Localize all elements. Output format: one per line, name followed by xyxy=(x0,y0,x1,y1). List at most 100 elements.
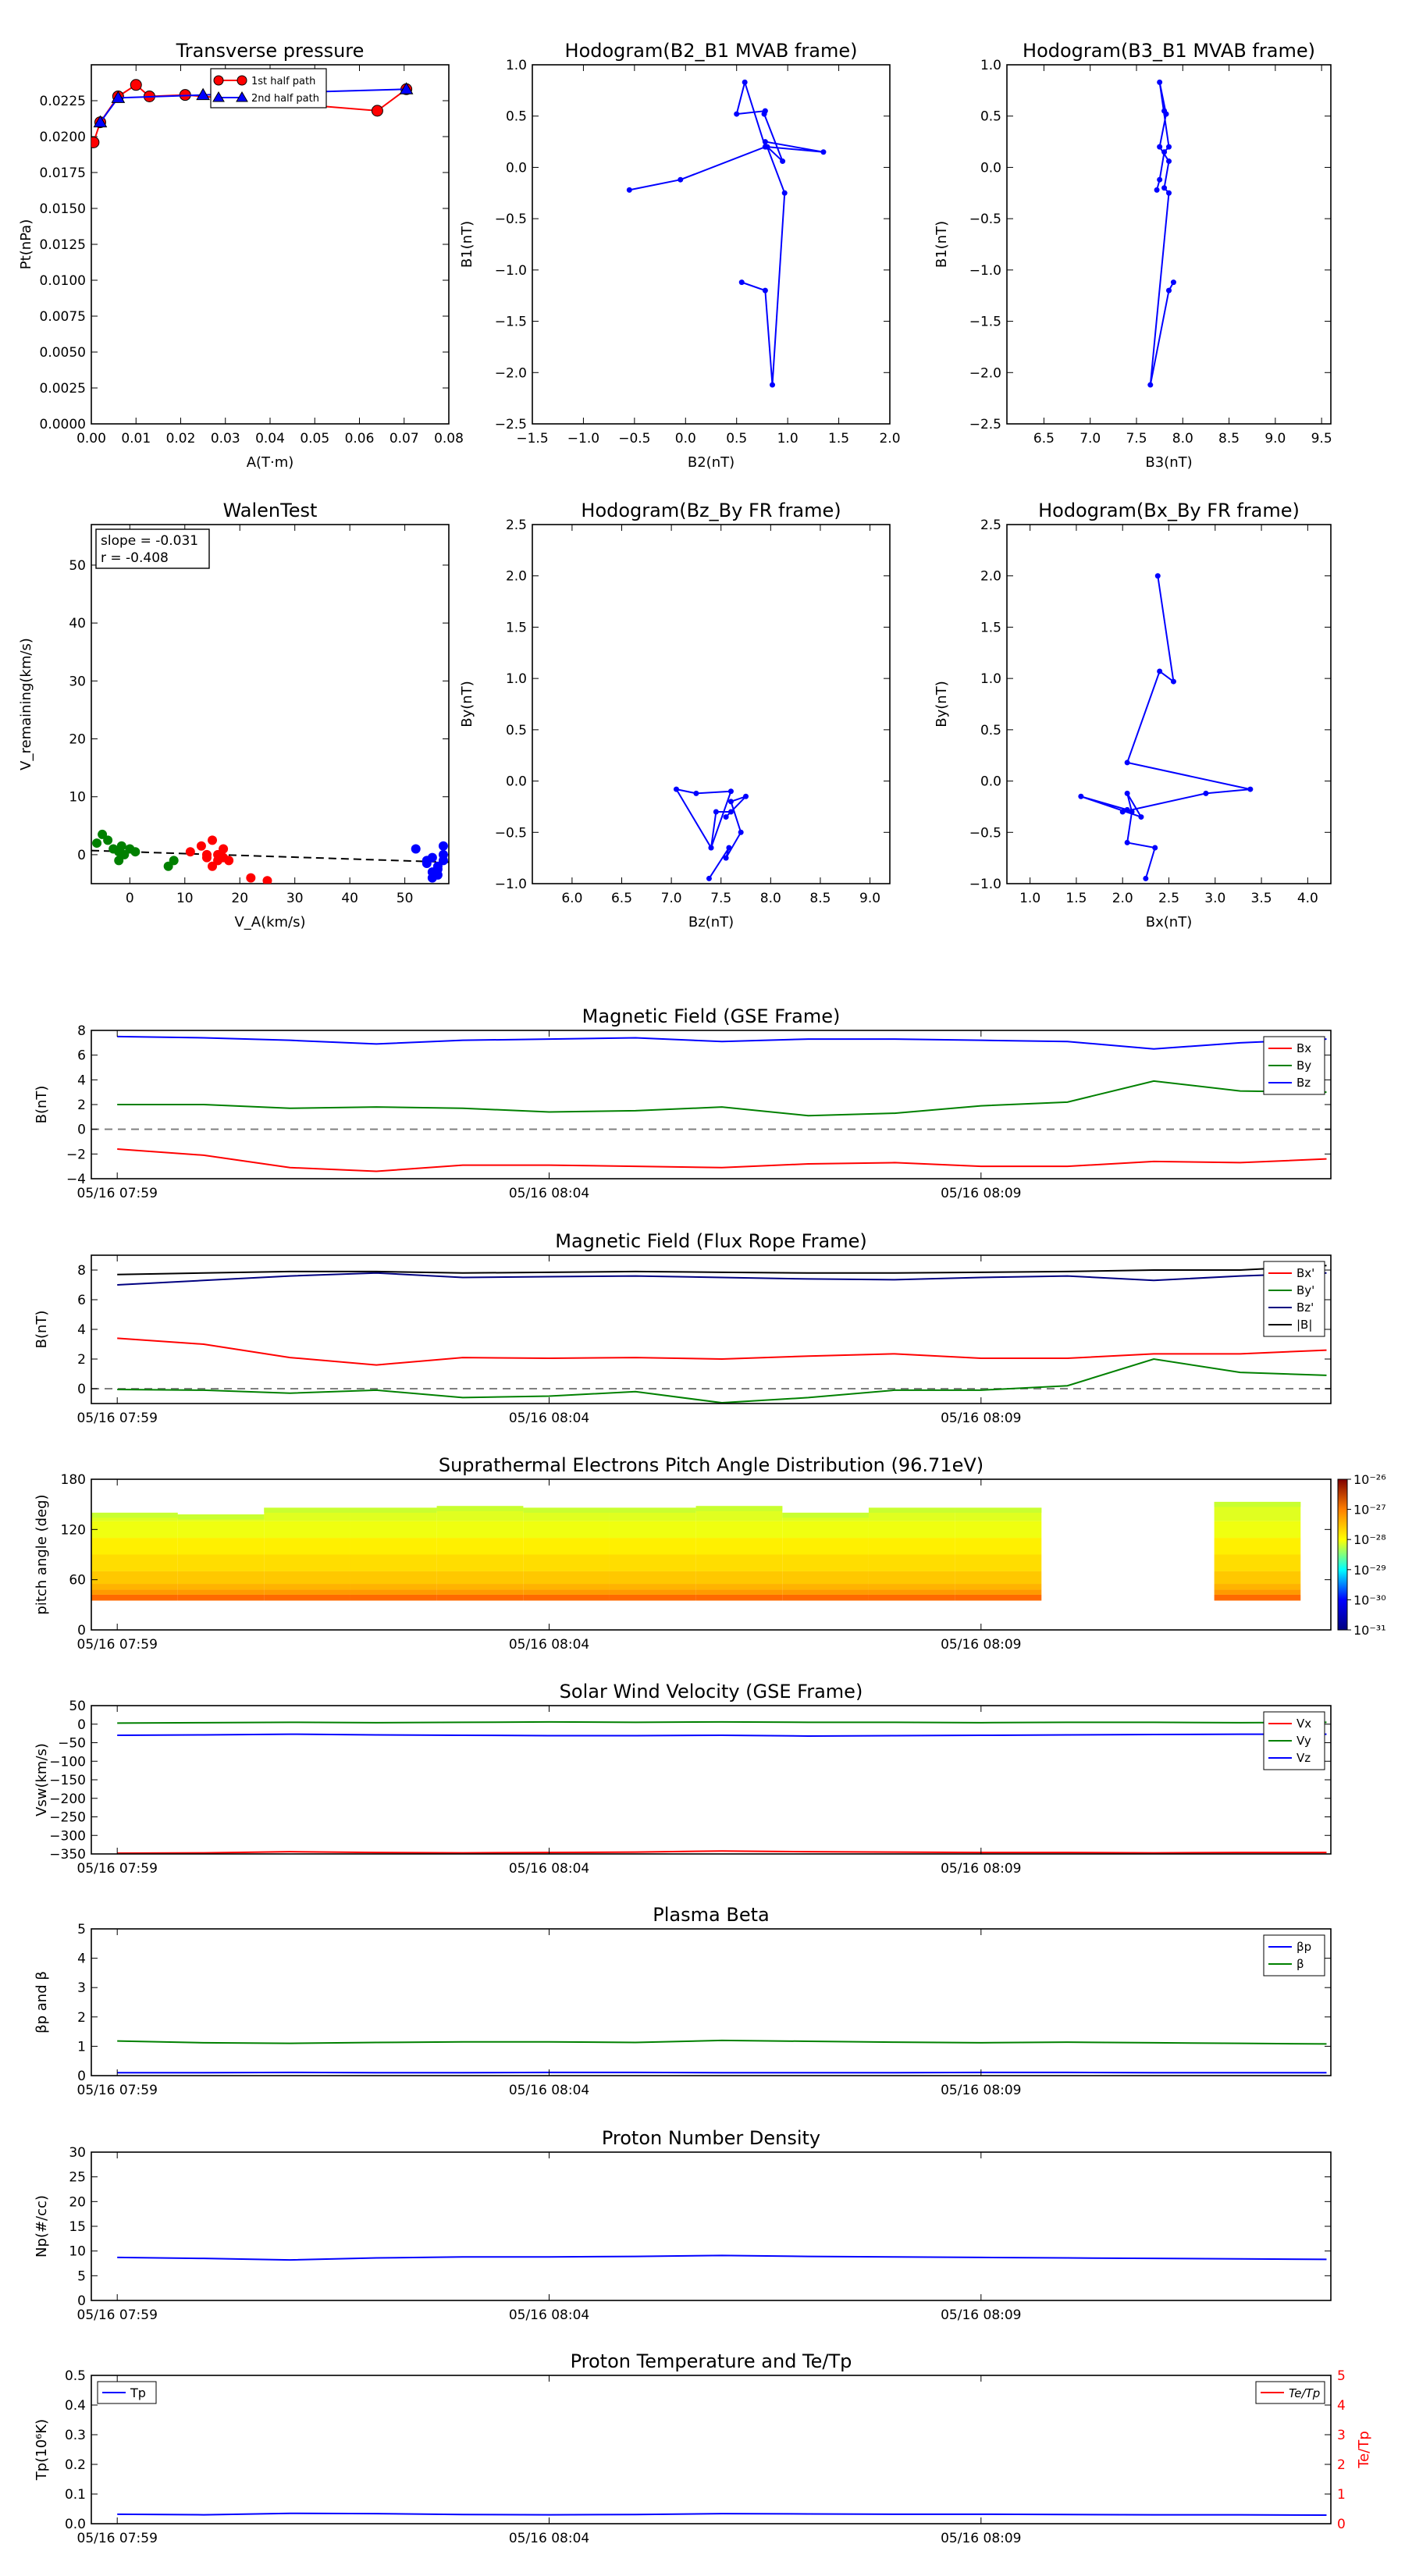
plot-frame xyxy=(91,1928,1332,2076)
series-marker-triangle xyxy=(399,82,414,94)
pad-cell xyxy=(868,1594,955,1601)
pad-cell xyxy=(177,1584,265,1590)
series-line-By' xyxy=(117,1357,1327,1404)
x-tick-label: 0.08 xyxy=(434,431,464,447)
y-axis-label: Tp(10⁶K) xyxy=(34,2419,50,2481)
pad-cell xyxy=(955,1521,1042,1539)
pad-cell xyxy=(523,1571,610,1585)
pad-cell xyxy=(1214,1594,1301,1601)
y-tick-label: 4 xyxy=(77,1322,86,1338)
annotation-slope: slope = -0.031 xyxy=(101,533,198,549)
y-axis-label: Pt(nPa) xyxy=(18,219,34,269)
legend-label: Bx' xyxy=(1297,1266,1314,1280)
pad-cell xyxy=(350,1584,437,1590)
y-tick-label: 0.0 xyxy=(506,774,527,790)
x-tick-label: 1.0 xyxy=(777,431,799,447)
red-point xyxy=(219,852,229,863)
series-line-By xyxy=(117,1080,1327,1117)
y-axis-label: B1(nT) xyxy=(934,221,950,268)
plot-frame xyxy=(91,1030,1332,1179)
x-tick-label: 1.5 xyxy=(1065,891,1087,906)
x-tick-label: 9.0 xyxy=(859,891,880,906)
chart-title: Magnetic Field (GSE Frame) xyxy=(582,1005,841,1027)
y-tick-label: −0.5 xyxy=(495,212,527,227)
y-tick-label: −4 xyxy=(66,1172,86,1187)
chart-ts_v: −350 −300 −250 −200 −150 −100 −50 0 50 05/16 07:5… xyxy=(34,1681,1332,1877)
x-tick-label: 6.0 xyxy=(561,891,582,906)
x-tick-label: 0.07 xyxy=(389,431,419,447)
legend-label: Tp xyxy=(130,2386,146,2400)
y-tick-label: 0.5 xyxy=(65,2368,86,2384)
y-axis-label: By(nT) xyxy=(459,681,475,727)
pad-cell xyxy=(436,1554,524,1571)
legend-label: By' xyxy=(1297,1283,1314,1297)
hodogram-point xyxy=(738,829,744,835)
x-axis-label: B3(nT) xyxy=(1145,454,1192,471)
hodogram-point xyxy=(1154,187,1160,193)
pad-cell xyxy=(264,1507,350,1513)
hodogram-point xyxy=(727,788,734,795)
hodogram-point xyxy=(1161,185,1168,191)
x-tick-label: 0 xyxy=(126,891,134,906)
x-tick-label: 05/16 08:09 xyxy=(941,1411,1021,1426)
pad-cell xyxy=(436,1584,524,1590)
pad-cell xyxy=(782,1512,869,1518)
chart-title: Solar Wind Velocity (GSE Frame) xyxy=(560,1681,863,1703)
y-tick-label: 0.5 xyxy=(980,723,1001,738)
y-tick-label: 30 xyxy=(69,2145,86,2161)
y-tick-label: 0.0 xyxy=(506,160,527,176)
pad-cell xyxy=(523,1538,610,1555)
hodogram-point xyxy=(713,809,719,815)
chart-ts_np: 0 5 10 15 20 25 30 05/16 07:59 05/16 08:04 05/16 … xyxy=(34,2127,1332,2323)
chart-h2: 6.5 7.0 7.5 8.0 8.5 9.0 9.5 −2.5 −2.0 −1.5 −1.0 −0.… xyxy=(934,40,1332,471)
x-tick-label: 30 xyxy=(286,891,304,906)
x-tick-label: 05/16 08:04 xyxy=(509,2083,589,2098)
chart-ts_pad: 10⁻²⁶ 10⁻²⁷ 10⁻²⁸ 10⁻²⁹ 10⁻³⁰ 10⁻³¹ 0 60 120 180 0… xyxy=(34,1454,1386,1653)
y-tick-label: −250 xyxy=(49,1810,86,1826)
pad-cell xyxy=(955,1594,1042,1601)
plot-frame xyxy=(91,1705,1332,1855)
y-tick-label: 5 xyxy=(77,1922,86,1937)
pad-cell xyxy=(91,1521,178,1539)
pad-cell xyxy=(177,1589,265,1595)
x-tick-label: 0.01 xyxy=(121,431,151,447)
pad-cell xyxy=(436,1571,524,1585)
pad-cell xyxy=(523,1589,610,1595)
y-tick-label: 0.0050 xyxy=(40,345,86,361)
legend-label: Vz xyxy=(1297,1751,1311,1765)
hodogram-line xyxy=(629,79,824,386)
x-axis-label: Bx(nT) xyxy=(1146,914,1192,930)
x-tick-label: 10 xyxy=(176,891,194,906)
legend-marker xyxy=(212,91,225,102)
chart-title: Hodogram(B2_B1 MVAB frame) xyxy=(565,40,858,62)
colorbar-label: 10⁻³¹ xyxy=(1353,1623,1386,1638)
y-tick-label: 2 xyxy=(77,2010,86,2026)
pad-cell xyxy=(523,1507,610,1513)
y-axis-label: pitch angle (deg) xyxy=(34,1494,50,1614)
y-tick-label: 50 xyxy=(69,558,86,574)
green-point xyxy=(130,847,140,857)
hodogram-point xyxy=(706,875,712,881)
green-point xyxy=(103,835,113,845)
x-tick-label: 1.0 xyxy=(1019,891,1040,906)
pad-cell xyxy=(955,1571,1042,1585)
x-tick-label: 05/16 08:04 xyxy=(509,1186,589,1201)
y-tick-label: −1.0 xyxy=(495,263,527,279)
pad-cell xyxy=(264,1584,350,1590)
series-line-Bz' xyxy=(117,1272,1327,1286)
plot-area xyxy=(673,786,749,881)
pad-cell xyxy=(782,1589,869,1595)
pad-cell xyxy=(695,1594,783,1601)
chart-ts_beta: 0 1 2 3 4 5 05/16 07:59 05/16 08:04 05/16 08:09 P… xyxy=(34,1904,1332,2098)
x-tick-label: 8.0 xyxy=(1172,431,1193,447)
y-tick-label: 0.0 xyxy=(980,774,1001,790)
y-tick-label: 8 xyxy=(77,1263,86,1279)
plot-area xyxy=(91,79,414,148)
y-tick-label: −0.5 xyxy=(969,825,1001,841)
red-point xyxy=(262,876,272,884)
pad-cell xyxy=(609,1571,696,1585)
x-tick-label: 0.0 xyxy=(675,431,696,447)
pad-cell xyxy=(695,1506,783,1511)
y-tick-label: 1.0 xyxy=(980,671,1001,687)
